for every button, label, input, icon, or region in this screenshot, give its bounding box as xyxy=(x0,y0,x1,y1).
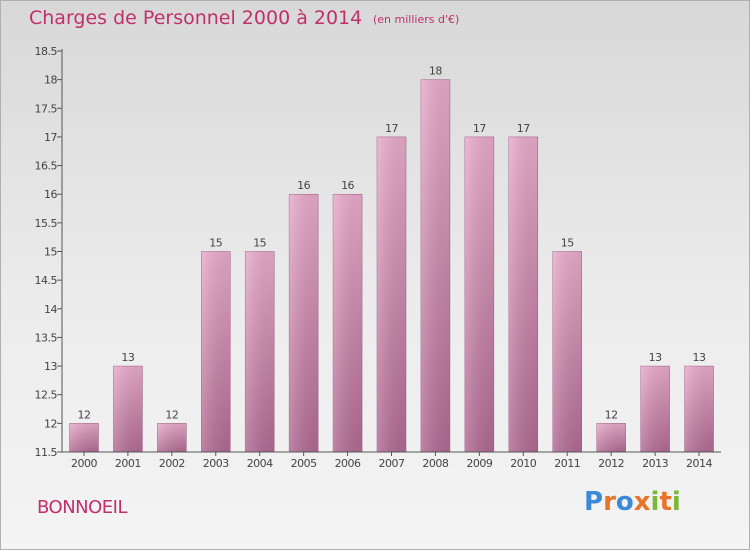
x-tick-label: 2005 xyxy=(291,457,317,470)
y-axis: 11.5 12 12.5 13 13.5 14 14.5 15 15.5 16 16.5 17 17.5… xyxy=(35,45,63,459)
bar-value-label: 12 xyxy=(77,408,90,421)
bar-highlight xyxy=(113,366,143,452)
x-axis: 2000 2001 2002 2003 2004 2005 2006 2007 2008 2009… xyxy=(62,451,721,470)
x-tick-label: 2001 xyxy=(115,457,141,470)
y-tick-label: 13.5 xyxy=(35,331,58,344)
y-tick-label: 16.5 xyxy=(35,160,58,173)
logo-letter: t xyxy=(659,487,672,517)
y-tick-label: 12.5 xyxy=(35,389,58,402)
x-tick-label: 2012 xyxy=(598,457,624,470)
bar-highlight xyxy=(69,423,99,452)
bar-highlight xyxy=(333,194,363,452)
logo-letter: r xyxy=(603,487,616,517)
y-tick-label: 14.5 xyxy=(35,274,58,287)
bar-value-label: 17 xyxy=(385,122,398,135)
bar-value-label: 17 xyxy=(473,122,486,135)
bar-value-label: 15 xyxy=(209,237,222,250)
logo-letter: o xyxy=(615,487,634,517)
bar-highlight xyxy=(157,423,187,452)
bar-value-label: 15 xyxy=(253,237,266,250)
x-tick-label: 2007 xyxy=(379,457,405,470)
logo-letter: x xyxy=(633,487,651,517)
bar-highlight xyxy=(377,136,406,452)
commune-name: BONNOEIL xyxy=(37,497,128,518)
bar-highlight xyxy=(640,366,670,452)
x-tick-label: 2008 xyxy=(422,457,448,470)
x-tick-label: 2010 xyxy=(510,457,536,470)
bar-highlight xyxy=(464,136,494,452)
bar-value-label: 13 xyxy=(693,351,706,364)
bars: 12 13 12 15 15 16 16 17 18 17 17 15 12 13 13 xyxy=(69,65,714,453)
bar-value-label: 12 xyxy=(605,408,618,421)
y-tick-label: 18 xyxy=(44,74,57,87)
bar-value-label: 13 xyxy=(121,351,134,364)
bar-highlight xyxy=(552,251,582,452)
bar-value-label: 15 xyxy=(561,237,574,250)
logo-letter: i xyxy=(671,487,681,517)
x-tick-label: 2011 xyxy=(554,457,580,470)
logo-letter: P xyxy=(584,487,604,517)
y-tick-label: 13 xyxy=(44,360,57,373)
x-tick-label: 2004 xyxy=(247,457,273,470)
bar-highlight xyxy=(420,79,450,453)
chart-subtitle: (en milliers d'€) xyxy=(373,13,460,26)
y-tick-label: 15.5 xyxy=(35,217,58,230)
bar-highlight xyxy=(684,366,714,452)
y-tick-label: 12 xyxy=(44,417,57,430)
bar-value-label: 16 xyxy=(297,179,310,192)
bar-highlight xyxy=(245,251,275,452)
y-tick-label: 15 xyxy=(44,246,57,259)
x-tick-label: 2013 xyxy=(642,457,668,470)
y-tick-label: 17.5 xyxy=(35,102,58,115)
bar-value-label: 18 xyxy=(429,65,442,78)
y-tick-label: 14 xyxy=(44,303,57,316)
x-tick-label: 2003 xyxy=(203,457,229,470)
x-tick-label: 2002 xyxy=(159,457,185,470)
bar-highlight xyxy=(201,251,231,452)
bar-highlight xyxy=(508,136,538,452)
x-tick-label: 2014 xyxy=(686,457,712,470)
y-tick-label: 18.5 xyxy=(35,45,58,58)
bar-value-label: 16 xyxy=(341,179,354,192)
bar-value-label: 17 xyxy=(517,122,530,135)
bar-value-label: 12 xyxy=(165,408,178,421)
y-tick-label: 11.5 xyxy=(35,446,58,459)
y-tick-label: 17 xyxy=(44,131,57,144)
proxiti-logo[interactable]: Proxiti xyxy=(584,487,681,517)
y-tick-label: 16 xyxy=(44,188,57,201)
logo-letter: i xyxy=(650,487,660,517)
x-tick-label: 2009 xyxy=(466,457,492,470)
x-tick-label: 2006 xyxy=(335,457,361,470)
bar-highlight xyxy=(289,194,319,452)
bar-highlight xyxy=(596,423,626,452)
bar-value-label: 13 xyxy=(649,351,662,364)
x-tick-label: 2000 xyxy=(71,457,97,470)
chart-title: Charges de Personnel 2000 à 2014 xyxy=(29,7,363,29)
